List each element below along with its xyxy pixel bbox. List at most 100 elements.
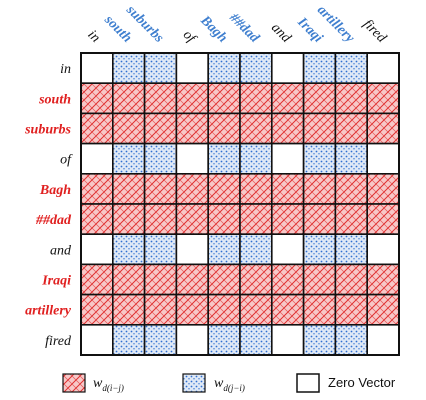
row-label-5: ##dad [35, 213, 72, 228]
matrix-cell-hatch [112, 263, 146, 296]
row-label-3: of [60, 153, 73, 168]
matrix-cell-dot [143, 142, 178, 175]
matrix-cell-hatch [270, 293, 305, 326]
matrix-cell-hatch [207, 82, 241, 115]
legend-swatch-hatch [62, 373, 86, 393]
matrix-cell-dot [239, 323, 273, 356]
matrix-cell-dot [239, 52, 273, 85]
matrix-cell-dot [302, 52, 337, 85]
matrix-cell-hatch [270, 203, 305, 236]
matrix-cell-hatch [112, 293, 146, 326]
row-label-9: fired [45, 334, 72, 349]
matrix-cell-hatch [366, 263, 400, 296]
matrix-cell-hatch [80, 112, 114, 145]
matrix-cell-hatch [112, 112, 146, 145]
matrix-cell-empty [80, 142, 114, 175]
matrix-cell-hatch [302, 263, 337, 296]
matrix-cell-dot [207, 142, 241, 175]
matrix-cell-dot [112, 233, 146, 266]
matrix-cell-hatch [175, 82, 209, 115]
legend-label-dot: wd(j−i) [214, 376, 245, 393]
matrix-cell-hatch [334, 263, 368, 296]
matrix-cell-dot [143, 52, 178, 85]
matrix-cell-hatch [239, 263, 273, 296]
matrix-cell-hatch [175, 203, 209, 236]
matrix-cell-hatch [302, 82, 337, 115]
matrix-cell-hatch [207, 203, 241, 236]
column-label-9: fired [360, 17, 390, 47]
matrix-cell-empty [366, 233, 400, 266]
row-label-4: Bagh [39, 183, 71, 198]
matrix-cell-hatch [175, 112, 209, 145]
column-label-3: of [180, 28, 200, 48]
matrix-cell-dot [112, 323, 146, 356]
legend-swatch-dot [182, 373, 206, 393]
matrix-cell-dot [239, 233, 273, 266]
matrix-cell-hatch [175, 173, 209, 205]
matrix-cell-hatch [334, 112, 368, 145]
matrix-cell-empty [366, 323, 400, 356]
column-label-0: in [84, 28, 102, 46]
matrix-cell-hatch [334, 203, 368, 236]
matrix-cell-hatch [334, 173, 368, 205]
matrix-cell-hatch [80, 293, 114, 326]
matrix-cell-hatch [270, 82, 305, 115]
matrix-cell-hatch [239, 293, 273, 326]
matrix-cell-hatch [270, 112, 305, 145]
matrix-cell-hatch [80, 263, 114, 296]
matrix-cell-hatch [80, 203, 114, 236]
matrix-cell-empty [270, 142, 305, 175]
row-label-6: and [50, 243, 72, 258]
matrix-cell-hatch [207, 173, 241, 205]
matrix-cell-hatch [270, 173, 305, 205]
legend-item-zero: Zero Vector [296, 373, 396, 393]
legend: wd(i−j) wd(j−i) Zero Vector [62, 373, 396, 393]
row-label-1: south [38, 92, 71, 107]
row-labels: in south suburbs of Bagh ##dad and Iraqi artille… [24, 62, 73, 349]
matrix-cell-hatch [207, 263, 241, 296]
matrix-cell-hatch [302, 293, 337, 326]
matrix-cell-hatch [334, 293, 368, 326]
legend-label-hatch: wd(i−j) [93, 376, 124, 393]
row-label-7: Iraqi [41, 274, 71, 289]
legend-item-dot: wd(j−i) [182, 373, 245, 393]
matrix-cell-dot [112, 142, 146, 175]
matrix-cell-hatch [175, 263, 209, 296]
row-label-2: suburbs [24, 123, 71, 138]
matrix-cell-dot [239, 142, 273, 175]
matrix-cell-dot [302, 142, 337, 175]
matrix-cell-dot [302, 233, 337, 266]
matrix-cell-empty [175, 52, 209, 85]
matrix-cell-dot [334, 52, 368, 85]
matrix-cell-dot [334, 233, 368, 266]
matrix-cell-hatch [270, 263, 305, 296]
matrix-cell-hatch [207, 112, 241, 145]
matrix-cell-hatch [143, 173, 178, 205]
matrix-cell-hatch [143, 82, 178, 115]
matrix-cell-hatch [366, 203, 400, 236]
legend-label-zero: Zero Vector [328, 375, 396, 390]
matrix-cell-empty [175, 323, 209, 356]
matrix-cell-hatch [239, 82, 273, 115]
matrix-cell-empty [80, 52, 114, 85]
matrix-cell-hatch [239, 203, 273, 236]
matrix-cell-hatch [366, 173, 400, 205]
matrix-cell-empty [80, 233, 114, 266]
row-label-8: artillery [25, 304, 72, 319]
matrix-cell-dot [207, 233, 241, 266]
matrix-cell-dot [207, 52, 241, 85]
matrix-cell-dot [334, 142, 368, 175]
matrix-cell-hatch [143, 203, 178, 236]
matrix-cell-empty [270, 323, 305, 356]
matrix-cell-hatch [302, 203, 337, 236]
matrix-cell-hatch [366, 82, 400, 115]
matrix-cell-empty [175, 142, 209, 175]
column-label-6: and [268, 20, 294, 46]
matrix-cell-empty [80, 323, 114, 356]
matrix-cell-empty [366, 142, 400, 175]
matrix-cell-hatch [366, 112, 400, 145]
matrix-cell-hatch [175, 293, 209, 326]
matrix-cell-dot [302, 323, 337, 356]
column-label-5: ##dad [226, 10, 263, 47]
